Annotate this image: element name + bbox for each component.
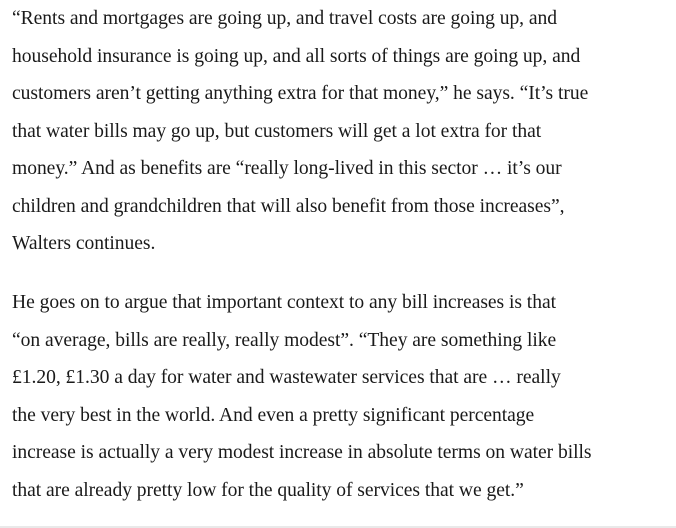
paragraph-2: He goes on to argue that important conte… [12, 284, 592, 509]
paragraph-1: “Rents and mortgages are going up, and t… [12, 0, 588, 263]
text-line: “on average, bills are really, really mo… [12, 329, 557, 351]
text-line: household insurance is going up, and all… [12, 45, 581, 67]
text-line: customers aren’t getting anything extra … [12, 83, 589, 104]
text-line: that are already pretty low for the qual… [12, 479, 524, 501]
page-bottom-divider [0, 526, 676, 528]
text-line: He goes on to argue that important conte… [12, 292, 556, 313]
text-line: money.” And as benefits are “really long… [12, 158, 562, 179]
text-line: increase is actually a very modest incre… [12, 442, 592, 463]
text-line: “Rents and mortgages are going up, and t… [12, 8, 558, 29]
text-line: £1.20, £1.30 a day for water and wastewa… [12, 367, 561, 388]
text-line: the very best in the world. And even a p… [12, 404, 535, 426]
text-line: children and grandchildren that will als… [12, 195, 565, 217]
text-line: Walters continues. [12, 233, 156, 254]
text-line: that water bills may go up, but customer… [12, 120, 542, 142]
